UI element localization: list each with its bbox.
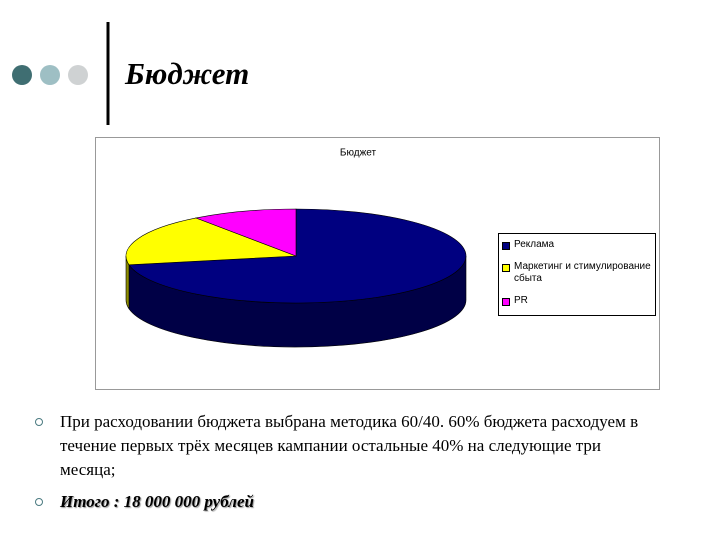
legend-item: Маркетинг и стимулирование сбыта <box>502 261 653 285</box>
legend-label: PR <box>514 295 528 306</box>
legend-label: Маркетинг и стимулирование сбыта <box>514 261 651 284</box>
bullet-marker <box>35 498 43 506</box>
bullet-text: Итого : 18 000 000 рублей <box>60 492 255 511</box>
bullet: При расходовании бюджета выбрана методик… <box>35 410 640 482</box>
legend-item: Реклама <box>502 239 653 251</box>
legend: Реклама Маркетинг и стимулирование сбыта P… <box>498 233 656 316</box>
pie-slice <box>194 208 297 257</box>
bullet-text: При расходовании бюджета выбрана методик… <box>60 412 639 479</box>
pie-slice <box>128 208 467 304</box>
legend-swatch <box>502 264 510 272</box>
legend-label: Реклама <box>514 239 555 250</box>
legend-swatch <box>502 242 510 250</box>
legend-swatch <box>502 298 510 306</box>
bullet-list: При расходовании бюджета выбрана методик… <box>35 410 640 522</box>
chart: Бюджет Реклама Маркетинг и стимулирование… <box>95 137 660 390</box>
legend-item: PR <box>502 295 653 307</box>
chart-title: Бюджет <box>340 148 377 159</box>
decor-dot <box>40 65 60 85</box>
decor-dot <box>12 65 32 85</box>
chart-plot: Бюджет <box>125 148 467 348</box>
pie-slice <box>125 217 297 266</box>
bullet-marker <box>35 418 43 426</box>
bullet: Итого : 18 000 000 рублей <box>35 490 640 514</box>
decor-dot <box>68 65 88 85</box>
slide-title: Бюджет <box>125 56 250 91</box>
